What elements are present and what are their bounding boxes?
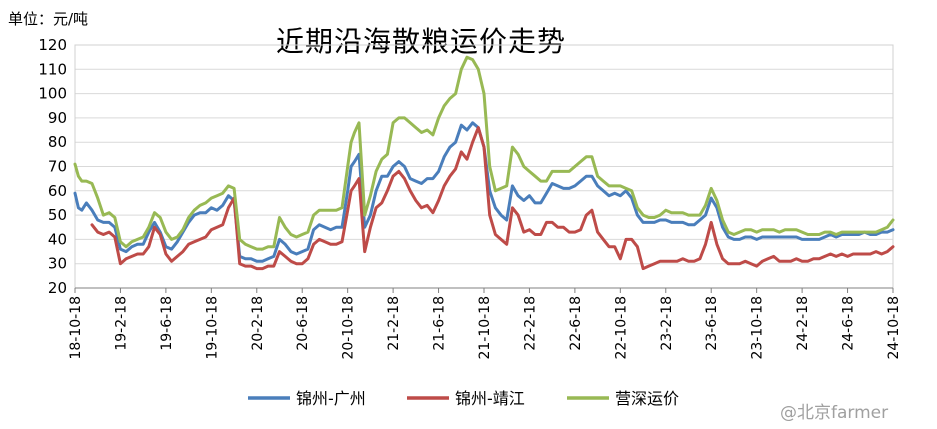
- x-tick-label: 20-10-18: [341, 296, 357, 360]
- y-tick-label: 120: [38, 36, 67, 54]
- x-tick-label: 23-10-18: [750, 296, 766, 360]
- y-tick-label: 80: [48, 133, 67, 151]
- x-tick-label: 24-10-18: [886, 296, 902, 360]
- x-tick-label: 18-10-18: [68, 296, 84, 360]
- x-tick-label: 22-10-18: [613, 296, 629, 360]
- y-tick-label: 50: [48, 206, 67, 224]
- x-tick-label: 21-6-18: [432, 296, 448, 351]
- x-axis: 18-10-18 19-2-18 19-6-18 19-10-18 20-2-18 20-…: [68, 287, 902, 360]
- y-tick-label: 110: [38, 60, 67, 78]
- legend-label: 锦州-广州: [296, 389, 366, 408]
- legend-label: 营深运价: [615, 389, 679, 408]
- chart-title: 近期沿海散粮运价走势: [276, 25, 567, 58]
- unit-label: 单位：元/吨: [8, 10, 89, 28]
- legend-label: 锦州-靖江: [455, 389, 525, 408]
- y-tick-label: 70: [48, 158, 67, 176]
- chart-series: [73, 55, 895, 271]
- y-tick-label: 100: [38, 85, 67, 103]
- x-tick-label: 22-2-18: [522, 296, 538, 351]
- x-tick-label: 24-2-18: [795, 296, 811, 351]
- y-tick-label: 90: [48, 109, 67, 127]
- x-tick-label: 23-2-18: [659, 296, 675, 351]
- x-tick-label: 23-6-18: [704, 296, 720, 351]
- y-axis: 20 30 40 50 60 70 80 90 100 110 120: [38, 36, 67, 297]
- y-tick-label: 30: [48, 255, 67, 273]
- x-tick-label: 20-6-18: [295, 296, 311, 351]
- chart-grid: [75, 44, 893, 289]
- y-tick-label: 60: [48, 182, 67, 200]
- x-tick-label: 20-2-18: [250, 296, 266, 351]
- x-tick-label: 19-10-18: [204, 296, 220, 360]
- x-tick-label: 19-6-18: [159, 296, 175, 351]
- x-tick-label: 24-6-18: [841, 296, 857, 351]
- series-line-3: [73, 55, 895, 251]
- chart-legend: 锦州-广州 锦州-靖江 营深运价: [248, 389, 679, 408]
- y-tick-label: 20: [48, 279, 67, 297]
- x-tick-label: 19-2-18: [113, 296, 129, 351]
- y-tick-label: 40: [48, 230, 67, 248]
- x-tick-label: 22-6-18: [568, 296, 584, 351]
- series-line-2: [90, 126, 895, 271]
- watermark-text: @北京farmer: [780, 403, 889, 423]
- x-tick-label: 21-10-18: [477, 296, 493, 360]
- x-tick-label: 21-2-18: [386, 296, 402, 351]
